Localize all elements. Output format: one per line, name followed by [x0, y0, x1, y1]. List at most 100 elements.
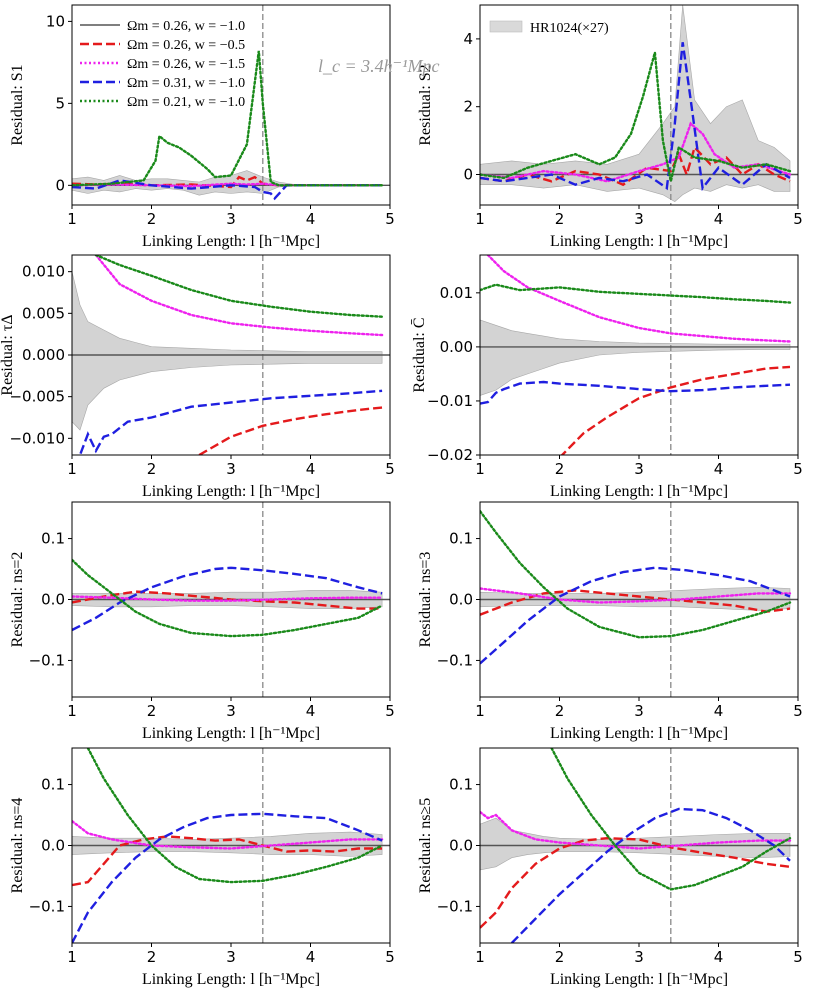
y-tick-label: 0.00	[440, 338, 473, 356]
x-tick-label: 3	[634, 702, 644, 720]
plot-area	[480, 5, 798, 205]
series--m-0-26-w-1-5	[72, 595, 384, 602]
y-axis-label: Residual: τΔ	[0, 314, 16, 395]
hr1024-band	[480, 817, 791, 871]
y-axis-label: Residual: S2	[417, 64, 434, 145]
series--m-0-31-w-1-0	[78, 389, 383, 455]
x-tick-label: 4	[714, 702, 724, 720]
x-axis-label: Linking Length: l [h⁻¹Mpc]	[142, 971, 320, 988]
x-tick-label: 4	[306, 460, 316, 478]
x-tick-label: 3	[634, 948, 644, 966]
x-tick-label: 2	[147, 460, 157, 478]
series--m-0-21-w-1-0	[94, 255, 384, 318]
x-tick-label: 4	[306, 210, 316, 228]
panel-S1: 1 2 3 4 5 0 5 10 Linking Length: l [h⁻¹Mpc] Resid…	[9, 4, 395, 250]
panel-ns5: 1 2 3 4 5 −0.1 0.0 0.1 Linking Length: l [h⁻¹Mpc…	[417, 747, 803, 988]
x-tick-label: 1	[67, 702, 77, 720]
x-tick-label: 5	[793, 702, 803, 720]
y-tick-label: 0.000	[22, 346, 65, 364]
x-tick-label: 4	[714, 948, 724, 966]
series--m-0-21-w-1-0	[550, 748, 792, 891]
x-tick-label: 2	[555, 460, 565, 478]
y-tick-label: 0.005	[22, 304, 65, 322]
y-axis-label: Residual: ns≥5	[417, 798, 434, 893]
x-axis-label: Linking Length: l [h⁻¹Mpc]	[550, 725, 728, 742]
x-tick-label: 3	[226, 460, 236, 478]
series--m-0-31-w-1-0	[480, 566, 791, 665]
panel-S2: 1 2 3 4 5 0 2 4 Linking Length: l [h⁻¹Mpc] Residu…	[417, 4, 803, 250]
x-axis-label: Linking Length: l [h⁻¹Mpc]	[550, 483, 728, 500]
series--m-0-26-w-0-5	[72, 835, 383, 887]
x-tick-label: 5	[793, 210, 803, 228]
x-tick-label: 4	[714, 460, 724, 478]
x-tick-label: 3	[226, 210, 236, 228]
series--m-0-26-w-0-5	[560, 365, 791, 455]
panel-tau: 1 2 3 4 5 −0.010 −0.005 0.000 0.005 0.010 Linking …	[0, 254, 395, 500]
y-tick-label: 5	[55, 94, 65, 112]
panel-C: 1 2 3 4 5 −0.02 −0.01 0.00 0.01 Linking Length: l…	[411, 254, 803, 500]
series--m-0-31-w-1-0	[510, 807, 791, 943]
x-tick-label: 5	[385, 460, 395, 478]
y-tick-label: 0.0	[41, 591, 65, 609]
legend-left: Ωm = 0.26, w = −1.0 Ωm = 0.26, w = −0.5 Ωm…	[80, 19, 245, 110]
series--m-0-31-w-1-0	[480, 380, 791, 405]
x-tick-label: 2	[555, 948, 565, 966]
x-tick-label: 1	[475, 460, 485, 478]
y-tick-label: 0.0	[449, 837, 473, 855]
y-tick-label: −0.005	[9, 388, 65, 406]
series--m-0-26-w-0-5	[480, 836, 791, 929]
x-tick-label: 1	[475, 702, 485, 720]
y-tick-label: −0.1	[29, 897, 65, 915]
panel-ns2: 1 2 3 4 5 −0.1 0.0 0.1 Linking Length: l [h⁻¹Mpc…	[9, 501, 395, 742]
x-tick-label: 3	[634, 460, 644, 478]
y-tick-label: −0.1	[437, 651, 473, 669]
legend-band-swatch	[489, 20, 523, 33]
y-axis-label: Residual: ns=4	[9, 798, 26, 894]
y-tick-label: 0	[463, 165, 473, 183]
plot-area	[480, 255, 798, 455]
x-axis-label: Linking Length: l [h⁻¹Mpc]	[142, 725, 320, 742]
x-tick-label: 5	[385, 210, 395, 228]
hr1024-band	[480, 319, 791, 396]
series--m-0-21-w-1-0	[72, 558, 384, 638]
series--m-0-21-w-1-0	[480, 283, 792, 304]
plot-area	[480, 748, 798, 943]
y-tick-label: −0.010	[9, 429, 65, 447]
x-tick-label: 2	[147, 948, 157, 966]
y-axis-label: Residual: ns=2	[9, 552, 26, 648]
series--m-0-26-w-0-5	[198, 406, 383, 455]
series--m-0-31-w-1-0	[72, 812, 383, 943]
y-tick-label: 0.1	[449, 776, 473, 794]
legend-label: Ωm = 0.26, w = −1.5	[127, 57, 245, 72]
legend-right: HR1024(×27)	[489, 20, 609, 36]
series--m-0-21-w-1-0	[86, 748, 384, 884]
x-tick-label: 3	[226, 948, 236, 966]
series--m-0-21-w-1-0	[480, 52, 792, 182]
plot-area	[72, 255, 390, 455]
x-tick-label: 5	[793, 460, 803, 478]
panel-ns4: 1 2 3 4 5 −0.1 0.0 0.1 Linking Length: l [h⁻¹Mpc…	[9, 747, 395, 988]
y-tick-label: 0.010	[22, 263, 65, 281]
plot-area	[72, 502, 390, 697]
x-tick-label: 1	[475, 948, 485, 966]
hr1024-band	[72, 831, 383, 857]
x-tick-label: 2	[147, 210, 157, 228]
y-tick-label: 0.0	[41, 837, 65, 855]
y-tick-label: 0	[55, 176, 65, 194]
cutoff-annotation: l_c = 3.4h⁻¹Mpc	[318, 56, 440, 76]
hr1024-band	[72, 271, 383, 431]
y-tick-label: 4	[463, 30, 473, 48]
y-tick-label: −0.1	[437, 897, 473, 915]
x-axis-label: Linking Length: l [h⁻¹Mpc]	[142, 483, 320, 500]
x-axis-label: Linking Length: l [h⁻¹Mpc]	[550, 233, 728, 250]
legend-label: Ωm = 0.31, w = −1.0	[127, 76, 245, 91]
x-tick-label: 3	[634, 210, 644, 228]
x-axis-label: Linking Length: l [h⁻¹Mpc]	[550, 971, 728, 988]
y-tick-label: 0.0	[449, 591, 473, 609]
y-tick-label: 0.1	[41, 530, 65, 548]
series--m-0-26-w-1-5	[94, 255, 384, 337]
y-tick-label: 0.1	[41, 776, 65, 794]
y-tick-label: 0.01	[440, 284, 473, 302]
series--m-0-26-w-1-5	[72, 819, 384, 850]
